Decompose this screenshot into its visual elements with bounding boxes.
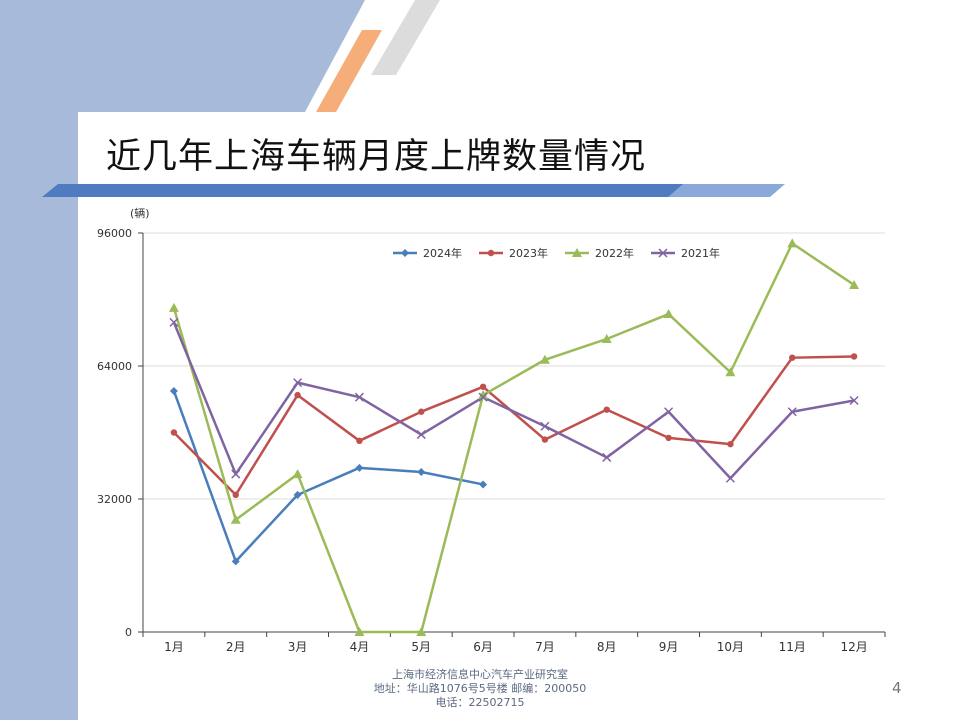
- data-point: [170, 429, 178, 436]
- data-point: [849, 279, 860, 289]
- top-band: [0, 0, 365, 112]
- left-sidebar-band: [0, 0, 78, 720]
- data-point: [665, 434, 672, 442]
- orange-stripe: [316, 30, 382, 112]
- data-point: [603, 406, 610, 413]
- data-point: [479, 383, 487, 390]
- legend-label: 2023年: [509, 246, 548, 260]
- footer-line-address: 地址：华山路1076号5号楼 邮编：200050: [373, 682, 587, 695]
- title-underline-right-light: [668, 184, 785, 197]
- data-point: [850, 353, 858, 360]
- x-tick-label: 4月: [350, 640, 370, 654]
- title-underline-bar: [78, 184, 768, 197]
- data-point: [356, 437, 363, 445]
- data-point: [664, 407, 674, 417]
- data-point: [727, 440, 734, 448]
- data-point: [479, 480, 488, 489]
- y-unit-label: (辆): [130, 206, 150, 220]
- x-tick-label: 6月: [473, 640, 493, 654]
- data-point: [601, 333, 612, 343]
- data-point: [663, 309, 674, 319]
- x-tick-label: 5月: [411, 640, 431, 654]
- data-point: [541, 436, 549, 443]
- x-tick-label: 8月: [597, 640, 617, 654]
- slide-title: 近几年上海车辆月度上牌数量情况: [106, 137, 647, 177]
- y-tick-label: 64000: [97, 360, 132, 373]
- data-point: [294, 391, 301, 399]
- y-tick-label: 0: [125, 626, 132, 639]
- legend-marker: [658, 248, 668, 258]
- data-point: [787, 407, 797, 417]
- data-point: [169, 386, 178, 395]
- page-number: 4: [892, 679, 902, 697]
- legend-label: 2024年: [423, 246, 462, 260]
- y-tick-label: 96000: [97, 227, 132, 240]
- data-point: [602, 452, 612, 462]
- data-point: [293, 378, 303, 388]
- data-point: [478, 390, 489, 400]
- x-tick-label: 12月: [840, 640, 867, 654]
- data-point: [231, 557, 240, 566]
- legend-marker: [487, 249, 495, 257]
- title-panel: [78, 112, 960, 184]
- x-tick-label: 2月: [226, 640, 246, 654]
- data-point: [232, 491, 239, 499]
- series-line: [172, 242, 855, 634]
- x-tick-label: 1月: [164, 640, 184, 654]
- data-point: [849, 395, 859, 406]
- x-tick-label: 3月: [288, 640, 308, 654]
- x-tick-label: 11月: [779, 640, 806, 654]
- title-underline-tip: [42, 184, 78, 197]
- series-line: [172, 390, 484, 563]
- x-tick-label: 7月: [535, 640, 555, 654]
- data-point: [168, 302, 179, 312]
- series-line: [172, 321, 855, 480]
- data-point: [416, 430, 426, 440]
- data-point: [478, 392, 488, 402]
- data-point: [725, 473, 735, 483]
- legend-label: 2021年: [681, 246, 720, 260]
- data-point: [416, 627, 427, 636]
- data-point: [293, 490, 302, 499]
- data-point: [231, 469, 241, 479]
- data-point: [418, 408, 425, 415]
- data-point: [725, 367, 736, 377]
- y-tick-label: 32000: [97, 493, 132, 506]
- x-tick-label: 10月: [717, 640, 744, 654]
- data-point: [292, 469, 303, 479]
- data-point: [230, 514, 241, 524]
- data-point: [417, 467, 426, 476]
- data-point: [540, 421, 550, 431]
- data-point: [787, 238, 798, 248]
- footer-line-org: 上海市经济信息中心汽车产业研究室: [392, 668, 568, 681]
- legend-marker: [572, 248, 582, 257]
- series-line: [173, 355, 855, 497]
- x-tick-label: 9月: [659, 640, 679, 654]
- data-point: [789, 354, 796, 361]
- data-point: [354, 627, 365, 636]
- data-point: [539, 354, 550, 364]
- legend-marker: [401, 249, 409, 257]
- data-point: [354, 392, 364, 402]
- data-point: [355, 463, 364, 472]
- data-point: [169, 317, 179, 327]
- legend-label: 2022年: [595, 246, 634, 260]
- footer-line-phone: 电话：22502715: [435, 696, 525, 709]
- gray-stripe: [371, 0, 440, 75]
